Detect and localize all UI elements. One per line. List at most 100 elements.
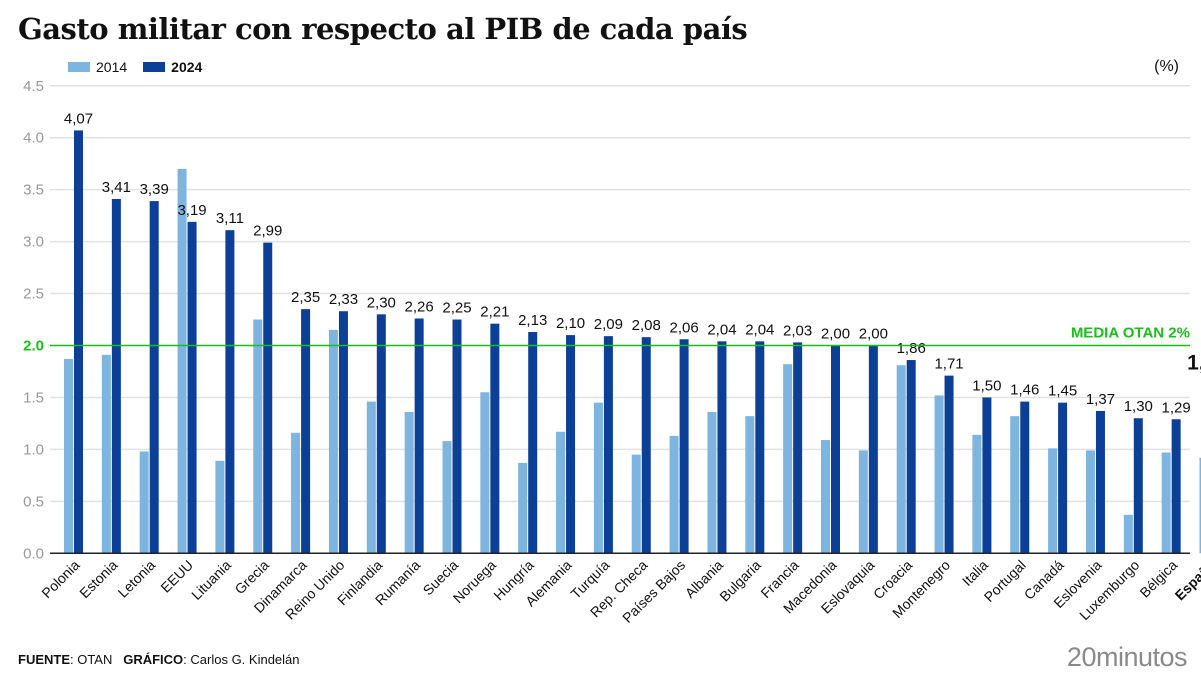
bar-2014 — [1161, 452, 1171, 554]
legend-swatch-2024 — [143, 62, 166, 72]
legend-label-2024: 2024 — [171, 59, 203, 75]
data-label-2024: 2,25 — [442, 300, 471, 317]
data-label-2024: 3,11 — [216, 210, 244, 227]
bar-2014 — [745, 416, 755, 554]
bar-2014 — [858, 450, 868, 554]
data-label-2024: 2,00 — [859, 326, 888, 343]
legend-label-2014: 2014 — [96, 59, 128, 75]
data-label-2024: 1,50 — [972, 377, 1001, 394]
bar-2014 — [328, 329, 338, 554]
brand-logo: 20minutos — [1066, 642, 1188, 672]
data-label-2024: 2,99 — [253, 223, 282, 240]
bar-2024 — [1133, 418, 1143, 554]
unit-label: (%) — [1154, 58, 1179, 75]
data-label-2024: 2,09 — [594, 316, 623, 333]
legend: 2014 2024 — [68, 59, 218, 75]
data-label-2024: 3,41 — [102, 179, 131, 196]
bar-2014 — [177, 168, 187, 554]
bar-2024 — [868, 345, 878, 554]
graphic-credit: : Carlos G. Kindelán — [183, 652, 300, 667]
bar-2024 — [906, 360, 916, 554]
legend-item-2024: 2024 — [143, 59, 202, 75]
bar-2024 — [717, 341, 727, 554]
y-tick-label: 1.0 — [23, 441, 44, 458]
bar-2024 — [225, 230, 235, 554]
data-label-2024: 3,39 — [140, 181, 169, 198]
bar-2024 — [528, 331, 538, 554]
bar-2014 — [1048, 448, 1058, 554]
y-tick-label: 4.0 — [23, 130, 44, 147]
data-label-2024: 2,00 — [821, 326, 850, 343]
x-tick-label: España — [1172, 557, 1201, 604]
bar-2014 — [783, 364, 793, 554]
data-label-2024: 1,24 — [1187, 351, 1201, 374]
x-tick-label: Noruega — [450, 557, 499, 606]
bar-2014 — [1123, 514, 1133, 554]
bar-2024 — [490, 323, 500, 554]
data-label-2024: 1,29 — [1162, 399, 1191, 416]
bar-2024 — [1095, 410, 1105, 554]
bar-2014 — [101, 354, 111, 554]
chart-title: Gasto militar con respecto al PIB de cad… — [18, 12, 748, 46]
bar-2014 — [1085, 450, 1095, 554]
data-label-2024: 2,10 — [556, 315, 585, 332]
bar-2024 — [452, 319, 462, 554]
bar-2014 — [404, 411, 414, 554]
bar-2014 — [934, 395, 944, 554]
data-label-2024: 2,08 — [632, 317, 661, 334]
bar-2024 — [74, 130, 83, 554]
bar-2024 — [376, 314, 386, 554]
bar-2024 — [414, 318, 424, 554]
bar-2024 — [111, 199, 121, 554]
y-tick-label: 3.5 — [23, 182, 44, 199]
bar-2024 — [187, 221, 197, 554]
data-label-2024: 2,35 — [291, 289, 320, 306]
bar-2014 — [366, 401, 376, 554]
data-label-2024: 2,33 — [329, 291, 358, 308]
x-tick-label: Lituania — [188, 557, 234, 603]
x-tick-label: Italia — [959, 557, 991, 589]
bar-2024 — [831, 345, 840, 554]
bar-2024 — [338, 311, 348, 554]
bar-2014 — [139, 451, 149, 554]
bar-2024 — [1171, 419, 1181, 554]
bar-2014 — [631, 454, 641, 554]
x-tick-label: Estonia — [76, 557, 120, 601]
bar-2024 — [149, 201, 159, 554]
bar-2024 — [263, 242, 273, 554]
bar-2014 — [972, 434, 982, 554]
bar-2024 — [755, 341, 765, 554]
bar-2014 — [480, 392, 490, 554]
data-label-2024: 2,26 — [405, 298, 434, 315]
bar-2014 — [1010, 416, 1020, 554]
data-label-2024: 1,71 — [934, 356, 963, 373]
bar-2014 — [442, 441, 452, 554]
x-tick-label: Bulgaria — [716, 557, 764, 605]
graphic-label: GRÁFICO — [123, 652, 184, 667]
data-label-2024: 1,45 — [1048, 383, 1077, 400]
bar-2014 — [669, 435, 679, 554]
bar-2014 — [215, 460, 225, 554]
bar-2014 — [253, 319, 263, 554]
source: : OTAN — [70, 652, 113, 667]
bar-2024 — [1020, 401, 1030, 554]
data-label-2024: 2,04 — [745, 321, 774, 338]
data-label-2024: 1,86 — [897, 340, 926, 357]
bar-2014 — [593, 402, 603, 554]
y-tick-label: 3.0 — [23, 234, 44, 251]
data-label-2024: 2,04 — [707, 321, 736, 338]
bar-2014 — [556, 431, 566, 554]
footer: FUENTE: OTAN GRÁFICO: Carlos G. Kindelán — [18, 652, 300, 667]
bar-2024 — [301, 309, 311, 554]
data-label-2024: 2,06 — [669, 319, 698, 336]
y-tick-label: 2.0 — [23, 338, 44, 355]
legend-swatch-2014 — [68, 62, 90, 72]
data-label-2024: 2,03 — [783, 322, 812, 339]
data-label-2024: 1,46 — [1010, 382, 1039, 399]
data-label-2024: 3,19 — [177, 202, 206, 219]
bar-2024 — [944, 375, 954, 554]
y-tick-label: 1.5 — [23, 389, 44, 406]
data-label-2024: 1,30 — [1124, 398, 1153, 415]
bar-2024 — [793, 342, 803, 554]
bar-2014 — [518, 462, 528, 554]
